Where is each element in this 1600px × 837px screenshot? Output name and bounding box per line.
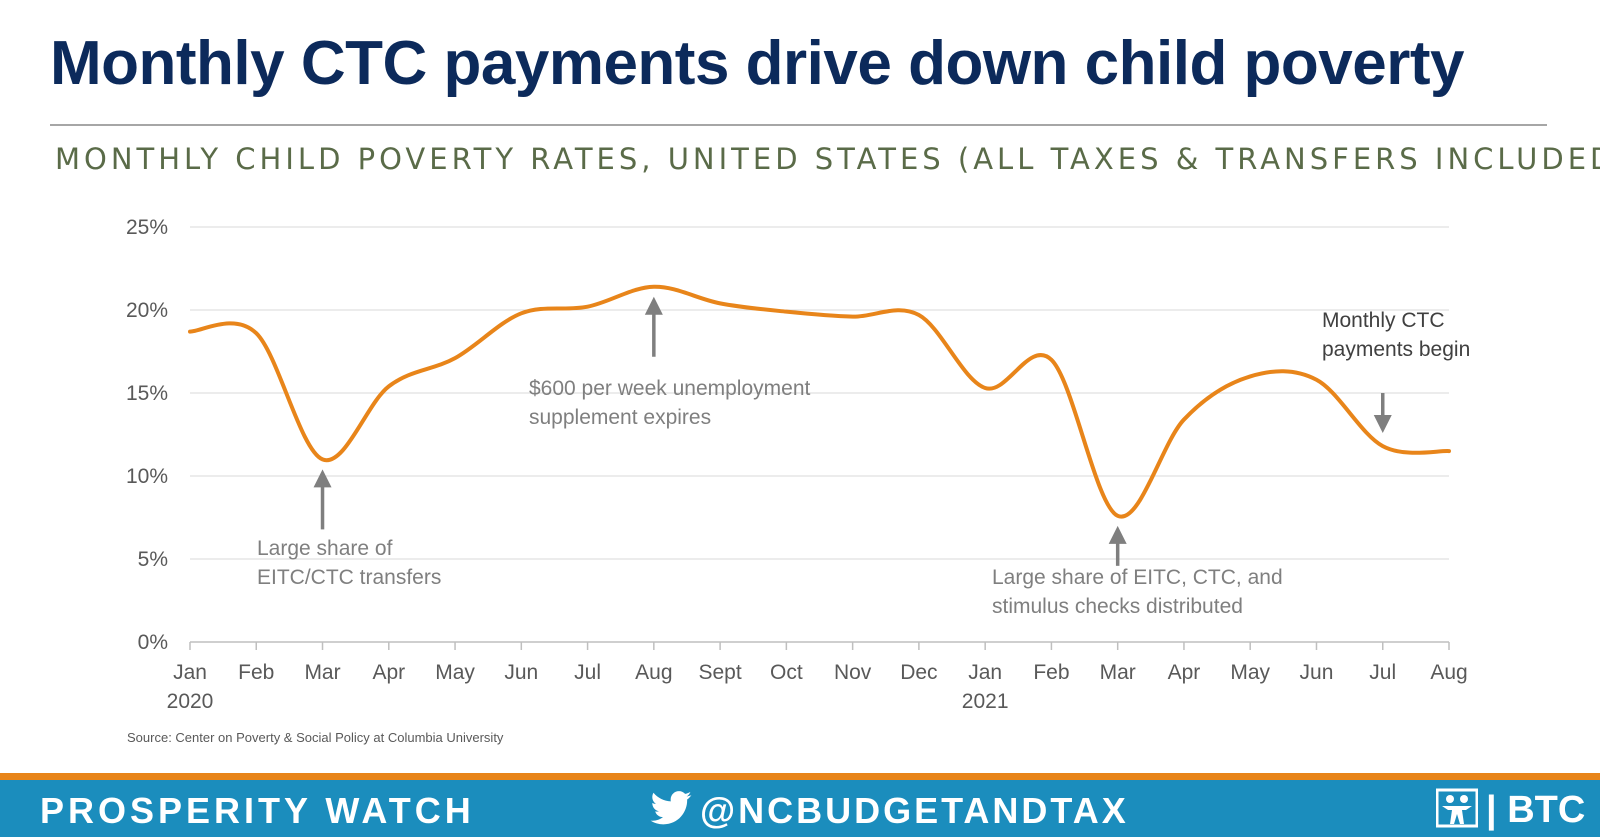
- y-tick-label: 20%: [126, 299, 168, 322]
- data-point: [518, 310, 524, 316]
- annotation: Monthly CTC payments begin: [1322, 309, 1470, 433]
- annotation-text: stimulus checks distributed: [992, 595, 1243, 618]
- annotation-text: payments begin: [1322, 338, 1470, 361]
- line-chart: 0% 5% 10% 15% 20% 25% Jan Feb Mar Apr May Jun Jul Au…: [126, 216, 1470, 710]
- data-point: [1181, 417, 1187, 423]
- annotation-text: Large share of: [257, 537, 393, 560]
- x-tick-label: Apr: [1168, 661, 1201, 684]
- x-tick-label: Sept: [699, 661, 742, 684]
- y-tick-label: 0%: [138, 631, 168, 654]
- x-axis-labels: Jan Feb Mar Apr May Jun Jul Aug Sept Oct Nov Dec Jan…: [167, 661, 1468, 710]
- chart-title: Monthly CTC payments drive down child po…: [50, 29, 1465, 98]
- data-point: [1313, 377, 1319, 383]
- y-axis-ticks: 0% 5% 10% 15% 20% 25%: [126, 216, 168, 654]
- annotation-arrow-head: [1108, 525, 1127, 544]
- data-point: [1247, 373, 1253, 379]
- title-divider: [50, 124, 1547, 126]
- x-tick-label: Jan: [968, 661, 1002, 684]
- x-year-label: 2021: [962, 690, 1009, 710]
- btc-logo: | BTC: [1436, 788, 1585, 832]
- btc-logo-text: | BTC: [1486, 789, 1586, 831]
- chart-grid: [190, 226, 1449, 560]
- data-point: [916, 312, 922, 318]
- x-tick-label: Mar: [304, 661, 340, 684]
- data-point: [783, 309, 789, 315]
- footer-handle[interactable]: @NCBUDGETANDTAX: [650, 790, 1129, 832]
- data-point: [1115, 513, 1121, 519]
- y-tick-label: 5%: [138, 548, 168, 571]
- annotation-text: Monthly CTC: [1322, 309, 1445, 332]
- annotation-arrow-head: [644, 296, 663, 315]
- x-tick-label: Oct: [770, 661, 803, 684]
- data-point: [386, 383, 392, 389]
- annotation: $600 per week unemployment supplement exp…: [529, 296, 811, 429]
- annotation-text: Large share of EITC, CTC, and: [992, 566, 1283, 589]
- x-year-label: 2020: [167, 690, 214, 710]
- data-point: [320, 456, 326, 462]
- y-tick-label: 25%: [126, 216, 168, 239]
- annotation-text: $600 per week unemployment: [529, 377, 811, 400]
- x-tick-label: Feb: [238, 661, 274, 684]
- x-tick-label: Jun: [504, 661, 538, 684]
- annotation-arrow-head: [313, 469, 332, 488]
- data-point: [651, 284, 657, 290]
- y-tick-label: 10%: [126, 465, 168, 488]
- annotation: Large share of EITC, CTC, and stimulus ch…: [992, 525, 1283, 618]
- source-note: Source: Center on Poverty & Social Polic…: [127, 730, 504, 745]
- data-point: [1446, 448, 1452, 454]
- x-tick-label: Nov: [834, 661, 872, 684]
- footer-handle-text: @NCBUDGETANDTAX: [700, 790, 1129, 831]
- data-point: [1380, 443, 1386, 449]
- footer-stripe: [0, 773, 1600, 780]
- data-point: [452, 355, 458, 361]
- data-point: [253, 330, 259, 336]
- series-line: [188, 284, 1451, 519]
- x-tick-label: May: [435, 661, 475, 684]
- y-tick-label: 15%: [126, 382, 168, 405]
- data-point: [585, 304, 591, 310]
- annotation-text: supplement expires: [529, 406, 711, 429]
- x-tick-label: Apr: [372, 661, 405, 684]
- annotation: Large share of EITC/CTC transfers: [257, 469, 441, 589]
- x-tick-label: Mar: [1100, 661, 1136, 684]
- x-axis: [189, 641, 1450, 650]
- twitter-bird-icon: [650, 791, 692, 825]
- data-point: [850, 314, 856, 320]
- x-tick-label: Jan: [173, 661, 207, 684]
- x-tick-label: Feb: [1033, 661, 1069, 684]
- annotation-arrow-head: [1373, 415, 1392, 433]
- x-tick-label: Jul: [1369, 661, 1396, 684]
- annotations: Large share of EITC/CTC transfers $600 per…: [257, 296, 1470, 618]
- data-point: [1048, 357, 1054, 363]
- data-point: [982, 385, 988, 391]
- footer-brand: PROSPERITY WATCH: [40, 790, 475, 831]
- footer-bar: PROSPERITY WATCH @NCBUDGETANDTAX | BTC: [0, 780, 1600, 837]
- data-point: [187, 329, 193, 335]
- annotation-text: EITC/CTC transfers: [257, 566, 441, 589]
- x-tick-label: Jun: [1300, 661, 1334, 684]
- x-tick-label: May: [1230, 661, 1270, 684]
- chart-subtitle: MONTHLY CHILD POVERTY RATES, UNITED STAT…: [55, 142, 1600, 176]
- x-tick-label: Dec: [900, 661, 937, 684]
- x-tick-label: Aug: [635, 661, 672, 684]
- x-tick-label: Aug: [1430, 661, 1467, 684]
- x-tick-label: Jul: [574, 661, 601, 684]
- data-point: [717, 300, 723, 306]
- btc-figures-icon: [1436, 788, 1478, 828]
